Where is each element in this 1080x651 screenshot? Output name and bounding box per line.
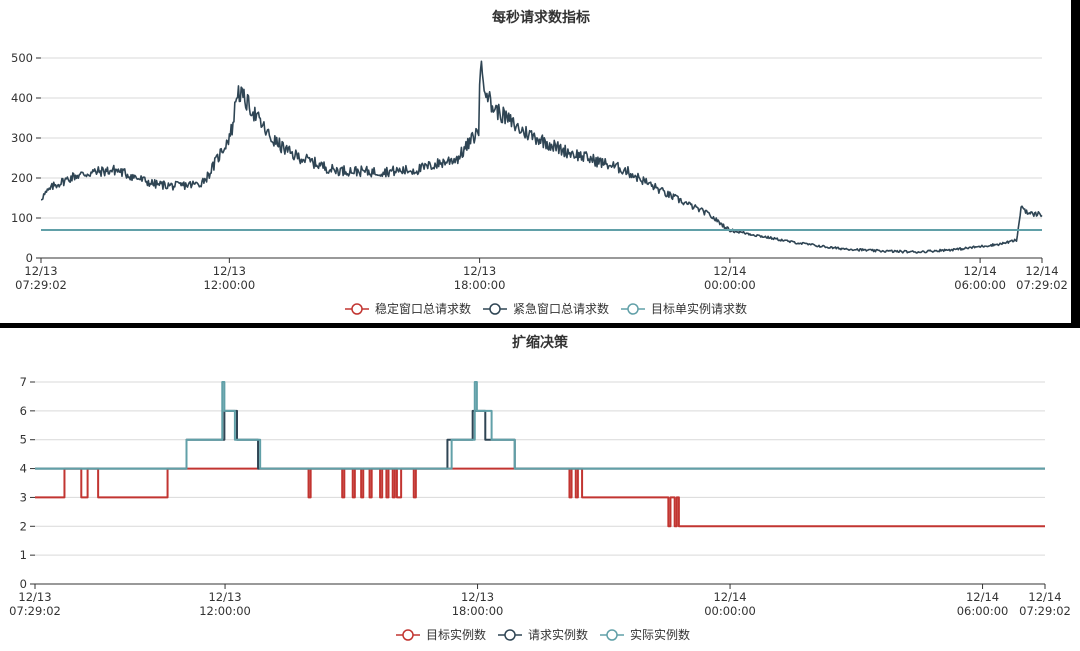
- scaling-decision-chart-panel: 扩缩决策 0 1 2 3 4 5 6 7 12/13 07:29:02 12/13 12:00:00 12…: [0, 328, 1080, 651]
- x-tick-label: 12/13: [463, 264, 496, 278]
- y-tick-label: 0: [20, 577, 27, 591]
- y-tick-label: 400: [11, 91, 33, 105]
- x-tick-label: 12/13: [24, 264, 57, 278]
- x-tick-label: 12/14: [964, 264, 997, 278]
- x-tick-label: 07:29:02: [15, 278, 67, 292]
- x-tick-label: 00:00:00: [704, 604, 756, 618]
- y-tick-label: 7: [20, 375, 27, 389]
- series-line-1: [40, 60, 1043, 254]
- scaling-decision-chart: 扩缩决策0123456712/1307:29:0212/1312:00:0012…: [9, 334, 1071, 642]
- y-tick-label: 100: [11, 211, 33, 225]
- x-tick-label: 07:29:02: [1016, 278, 1068, 292]
- x-tick-label: 12/14: [713, 590, 746, 604]
- x-tick-label: 12/14: [966, 590, 999, 604]
- legend-label: 紧急窗口总请求数: [513, 301, 609, 316]
- requests-per-second-chart: 每秒请求数指标010020030040050012/1307:29:0212/1…: [11, 9, 1068, 316]
- legend-item[interactable]: 紧急窗口总请求数: [483, 301, 609, 316]
- y-tick-label: 4: [20, 462, 27, 476]
- x-tick-label: 12:00:00: [199, 604, 251, 618]
- legend-label: 目标实例数: [426, 627, 486, 642]
- y-tick-label: 1: [20, 548, 27, 562]
- chart-title: 扩缩决策: [512, 334, 569, 351]
- y-tick-label: 6: [20, 404, 27, 418]
- y-tick-label: 5: [20, 433, 27, 447]
- x-tick-label: 07:29:02: [1019, 604, 1071, 618]
- y-tick-label: 300: [11, 131, 33, 145]
- y-tick-label: 2: [20, 519, 27, 533]
- legend-marker-icon: [504, 629, 516, 641]
- legend-marker-icon: [627, 303, 639, 315]
- x-tick-label: 12/14: [1025, 264, 1058, 278]
- x-tick-label: 00:00:00: [704, 278, 756, 292]
- legend-marker-icon: [489, 303, 501, 315]
- legend-marker-icon: [351, 303, 363, 315]
- x-tick-label: 06:00:00: [954, 278, 1006, 292]
- x-tick-label: 18:00:00: [454, 278, 506, 292]
- y-tick-label: 200: [11, 171, 33, 185]
- legend-label: 目标单实例请求数: [651, 301, 747, 316]
- legend-label: 实际实例数: [630, 627, 690, 642]
- requests-per-second-chart-panel: 每秒请求数指标 0 100 200 300 400 500 12/13 07:29:02 12/1…: [0, 0, 1071, 323]
- y-tick-label: 500: [11, 51, 33, 65]
- y-tick-label: 3: [20, 490, 27, 504]
- legend-marker-icon: [402, 629, 414, 641]
- x-tick-label: 06:00:00: [957, 604, 1009, 618]
- legend-item[interactable]: 请求实例数: [498, 627, 588, 642]
- series-line-2: [35, 381, 1045, 470]
- legend-item[interactable]: 目标单实例请求数: [621, 301, 747, 316]
- legend-item[interactable]: 目标实例数: [396, 627, 486, 642]
- x-tick-label: 12/13: [18, 590, 51, 604]
- x-tick-label: 12/14: [1028, 590, 1061, 604]
- legend-item[interactable]: 实际实例数: [600, 627, 690, 642]
- x-tick-label: 07:29:02: [9, 604, 61, 618]
- chart-title: 每秒请求数指标: [492, 9, 590, 26]
- legend-marker-icon: [606, 629, 618, 641]
- y-tick-label: 0: [26, 251, 33, 265]
- series-line-0: [35, 467, 1045, 528]
- legend-item[interactable]: 稳定窗口总请求数: [345, 301, 471, 316]
- legend-label: 稳定窗口总请求数: [375, 301, 471, 316]
- x-tick-label: 12/13: [213, 264, 246, 278]
- x-tick-label: 18:00:00: [452, 604, 504, 618]
- x-tick-label: 12/14: [713, 264, 746, 278]
- x-tick-label: 12/13: [208, 590, 241, 604]
- legend-label: 请求实例数: [528, 627, 588, 642]
- x-tick-label: 12:00:00: [204, 278, 256, 292]
- x-tick-label: 12/13: [461, 590, 494, 604]
